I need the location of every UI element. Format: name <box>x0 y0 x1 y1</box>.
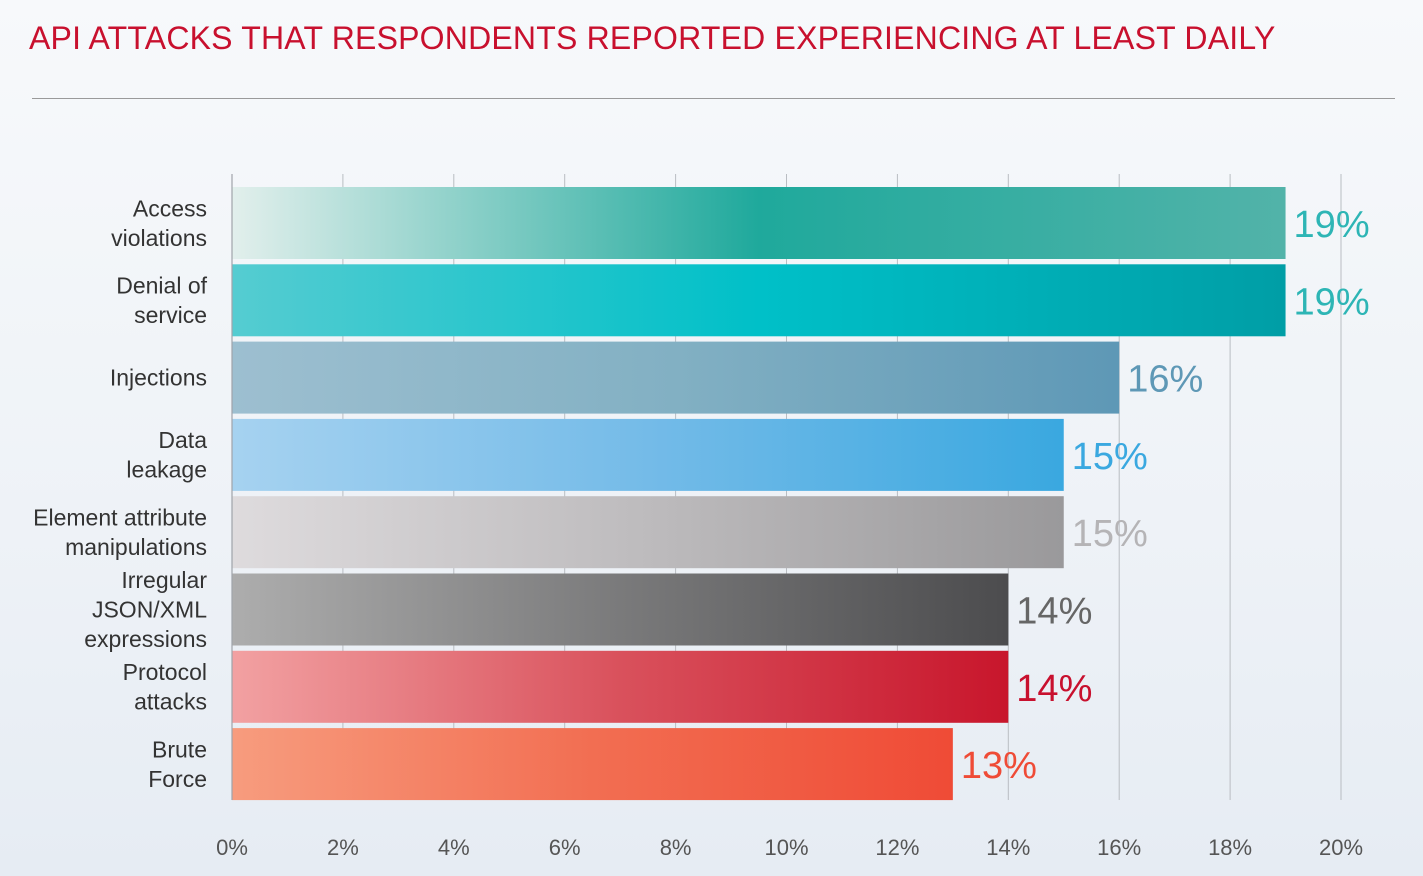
title-divider <box>32 98 1395 99</box>
y-category-label: Element attribute manipulations <box>33 504 207 560</box>
x-tick-label: 0% <box>216 835 248 860</box>
bar <box>232 573 1009 646</box>
data-label: 19% <box>1294 204 1370 246</box>
data-label: 19% <box>1294 281 1370 323</box>
data-label: 14% <box>1016 591 1092 633</box>
y-category-label: Protocol attacks <box>123 659 207 715</box>
x-tick-label: 2% <box>327 835 359 860</box>
bar <box>232 187 1286 259</box>
x-tick-label: 16% <box>1097 835 1141 860</box>
bar <box>232 341 1120 414</box>
data-label: 15% <box>1072 513 1148 555</box>
data-label: 14% <box>1016 668 1092 710</box>
x-tick-label: 18% <box>1208 835 1252 860</box>
bar <box>232 728 953 801</box>
y-category-label: Denial of service <box>116 273 207 329</box>
x-tick-label: 14% <box>986 835 1030 860</box>
x-tick-label: 12% <box>875 835 919 860</box>
data-label: 16% <box>1127 359 1203 401</box>
x-tick-label: 6% <box>549 835 581 860</box>
bar <box>232 496 1064 569</box>
y-category-label: Injections <box>110 365 207 391</box>
x-tick-label: 10% <box>764 835 808 860</box>
chart-title: API ATTACKS THAT RESPONDENTS REPORTED EX… <box>29 20 1276 56</box>
bar <box>232 264 1286 337</box>
x-tick-label: 8% <box>660 835 692 860</box>
y-category-label: Irregular JSON/XML expressions <box>84 567 207 652</box>
y-category-label: Data leakage <box>126 427 207 483</box>
data-label: 13% <box>961 745 1037 787</box>
y-category-label: Access violations <box>111 195 207 251</box>
x-tick-label: 20% <box>1319 835 1363 860</box>
bar <box>232 418 1064 491</box>
y-category-label: Brute Force <box>148 736 207 792</box>
x-tick-label: 4% <box>438 835 470 860</box>
data-label: 15% <box>1072 436 1148 478</box>
bar <box>232 650 1009 723</box>
